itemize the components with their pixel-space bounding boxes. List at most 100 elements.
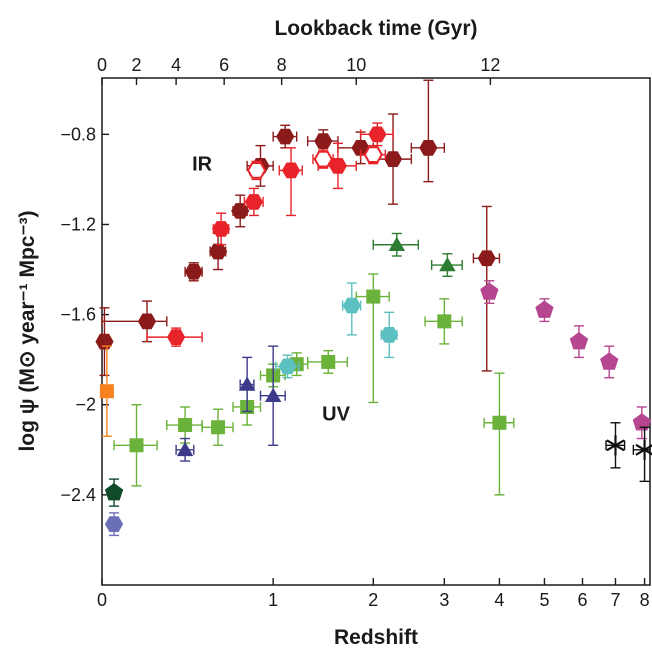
data-point xyxy=(243,187,264,217)
data-point xyxy=(95,307,114,377)
hexagon-marker xyxy=(313,150,333,168)
x2-tick-label: 8 xyxy=(277,55,287,75)
data-point xyxy=(272,124,298,149)
data-series-10 xyxy=(480,280,651,440)
y-tick-label: −1.6 xyxy=(60,305,96,325)
data-series-11 xyxy=(605,422,652,483)
data-point xyxy=(341,282,362,336)
x-axis-title: Redshift xyxy=(334,626,418,649)
hexagon-marker xyxy=(244,194,263,210)
data-point xyxy=(306,129,339,154)
triangle-marker xyxy=(176,441,194,457)
x-tick-label: 8 xyxy=(640,590,650,610)
x2-tick-label: 10 xyxy=(346,55,366,75)
data-point xyxy=(480,280,499,305)
data-point xyxy=(184,262,203,282)
data-point xyxy=(569,325,589,359)
data-point xyxy=(632,406,651,440)
square-marker xyxy=(129,438,144,453)
x2-tick-label: 2 xyxy=(132,55,142,75)
x2-tick-label: 4 xyxy=(171,55,181,75)
data-point xyxy=(166,406,203,444)
data-point xyxy=(632,426,652,483)
data-point xyxy=(359,144,387,165)
hexagon-marker xyxy=(278,358,297,375)
data-point xyxy=(380,311,399,359)
ir-annotation: IR xyxy=(192,154,213,176)
hexagon-marker xyxy=(231,203,250,219)
data-series-3 xyxy=(99,345,114,437)
data-point xyxy=(113,404,158,487)
square-marker xyxy=(366,289,381,304)
data-series-4 xyxy=(104,478,124,507)
data-point xyxy=(359,122,394,147)
square-marker xyxy=(492,415,507,430)
data-series-6 xyxy=(113,273,515,496)
data-point xyxy=(201,408,234,446)
hexagon-marker xyxy=(380,327,399,343)
hexagon-marker xyxy=(212,221,231,237)
data-series-1 xyxy=(146,122,394,347)
hexagon-marker xyxy=(342,297,361,314)
x-tick-label: 2 xyxy=(368,590,378,610)
data-point xyxy=(104,478,124,507)
hexagon-marker xyxy=(104,516,124,532)
x-tick-label: 0 xyxy=(97,590,107,610)
hexagon-marker xyxy=(419,140,438,156)
pentagon-marker xyxy=(480,282,499,300)
x2-tick-label: 6 xyxy=(219,55,229,75)
hexagon-marker xyxy=(477,250,496,267)
x-tick-label: 5 xyxy=(539,590,549,610)
data-point xyxy=(104,512,124,537)
axis-ticks xyxy=(101,78,646,585)
hexagon-marker xyxy=(184,263,203,280)
data-point xyxy=(246,160,267,181)
hexagon-marker xyxy=(281,162,301,179)
x2-tick-label: 12 xyxy=(480,55,500,75)
star-marker xyxy=(635,439,652,460)
pentagon-marker xyxy=(600,352,619,370)
pentagon-marker xyxy=(569,331,589,350)
y-tick-label: −1.2 xyxy=(60,214,96,234)
x-tick-label: 4 xyxy=(494,590,504,610)
x2-axis-title: Lookback time (Gyr) xyxy=(274,17,477,40)
triangle-marker xyxy=(238,376,256,391)
square-marker xyxy=(437,314,452,329)
data-point xyxy=(430,253,463,277)
data-point xyxy=(146,327,203,347)
x-tick-label: 3 xyxy=(439,590,449,610)
data-point xyxy=(483,372,515,496)
y-tick-label: −0.8 xyxy=(60,124,96,144)
hexagon-marker xyxy=(209,243,228,260)
data-point xyxy=(274,354,300,379)
data-point xyxy=(259,345,286,446)
hexagon-marker xyxy=(95,333,114,350)
y-tick-label: −2.4 xyxy=(60,485,96,505)
y-tick-label: −2 xyxy=(75,395,96,415)
x-tick-label: 7 xyxy=(610,590,620,610)
pentagon-marker xyxy=(632,413,651,431)
pentagon-marker xyxy=(535,300,554,318)
y-axis-title: log ψ (M⊙ year⁻¹ Mpc⁻³) xyxy=(16,210,39,451)
data-series-7 xyxy=(175,345,286,462)
pentagon-marker xyxy=(104,482,124,501)
data-point xyxy=(212,212,231,246)
data-point xyxy=(600,345,619,379)
data-series-0 xyxy=(95,79,501,377)
data-point xyxy=(278,147,303,217)
data-point xyxy=(101,300,168,343)
square-marker xyxy=(321,354,336,369)
data-point xyxy=(306,349,348,374)
x-tick-label: 6 xyxy=(578,590,588,610)
square-marker xyxy=(211,420,226,435)
plot-frame xyxy=(101,77,651,586)
data-point xyxy=(535,298,554,323)
triangle-marker xyxy=(439,257,456,272)
hexagon-marker xyxy=(167,329,186,345)
tick-labels: 0 1 2 3 4 5 6 7 80 2 4 6 8 10 12−2.4−2−1.6−1.2−0.8 xyxy=(60,55,649,610)
hexagon-marker xyxy=(363,146,383,163)
hexagon-marker xyxy=(137,313,157,330)
star-marker xyxy=(606,435,625,456)
data-point xyxy=(209,232,228,271)
data-series xyxy=(95,79,652,537)
